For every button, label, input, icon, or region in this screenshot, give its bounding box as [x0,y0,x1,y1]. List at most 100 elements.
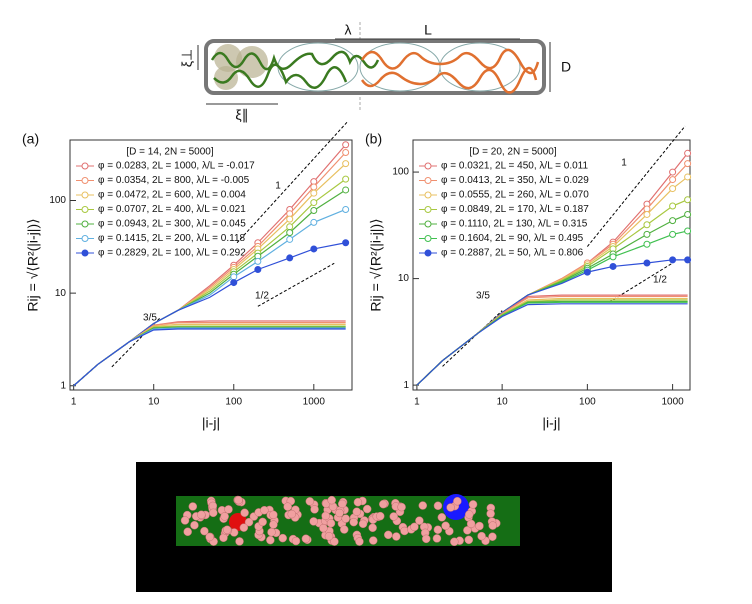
render-bead [330,537,339,546]
render-bead [465,510,474,519]
render-bead [463,526,472,535]
render-bead [235,537,244,546]
data-point [254,257,262,265]
data-point [310,207,318,215]
render-bead [446,503,455,512]
legend-label: φ = 0.0413, 2L = 350, λ/L = 0.029 [441,175,589,186]
data-point [254,265,262,273]
render-bead [441,521,450,531]
x-tick-label: 100 [225,397,242,408]
render-bead [477,531,486,541]
slope-label: 1/2 [255,291,269,302]
data-point [310,183,318,191]
render-bead [205,532,214,542]
series-line [416,295,688,386]
slope-label: 3/5 [476,291,490,302]
data-point [669,230,677,238]
legend-marker [424,191,432,199]
render-bead [208,508,218,518]
render-bead [335,508,344,518]
legend-label: φ = 0.0354, 2L = 800, λ/L = -0.005 [98,175,250,186]
data-point [342,160,350,168]
y-axis-label: Rij = √⟨R²(|i-j|)⟩ [368,218,384,311]
render-bead [321,511,330,521]
slope-label: 1 [621,158,627,169]
chain-green [210,50,380,71]
legend-marker [424,220,432,228]
render-bead [488,532,497,541]
render-bead [190,520,199,530]
label-l: L [424,22,432,38]
data-point [342,175,350,183]
data-point [286,215,294,223]
slope-guide [442,310,503,367]
data-point [286,223,294,231]
render-bead [349,517,358,527]
data-point [684,210,692,218]
render-bead [278,533,287,543]
render-bead [466,519,476,529]
render-bead [309,517,318,526]
render-bead [362,504,372,514]
x-tick-label: 100 [579,397,596,408]
data-point [230,279,238,287]
data-point [310,245,318,253]
render-bead [326,518,336,528]
panel-label: (a) [22,131,39,147]
series-line [73,322,346,387]
slope-label: 3/5 [143,313,157,324]
render-bead [450,537,459,547]
legend-label: φ = 0.2829, 2L = 100, λ/L = 0.292 [98,248,246,259]
data-point [669,185,677,193]
render-bead [319,523,328,533]
render-bead [310,505,319,514]
render-bead [234,495,243,505]
data-point [230,273,238,281]
legend-label: φ = 0.1604, 2L = 90, λ/L = 0.495 [441,233,584,244]
render-bead [433,501,443,510]
render-bead [353,497,363,507]
label-xi-perp: ξ⊥ [179,49,195,67]
legend-label: φ = 0.0849, 2L = 170, λ/L = 0.187 [441,204,589,215]
render-bead [421,534,431,544]
render-bead [352,507,362,516]
data-point [310,199,318,207]
render-bead [468,500,478,509]
x-tick-label: 1 [414,397,420,408]
render-bead [324,532,334,541]
data-point [342,148,350,156]
series-line [73,152,347,387]
render-bead [384,530,393,540]
blob [236,46,268,78]
render-bead [464,535,474,545]
x-tick-label: 10 [148,397,160,408]
legend-marker [424,249,432,257]
legend-marker [424,162,432,170]
plot-frame [412,139,691,391]
series-line [73,326,346,387]
render-bead [486,509,495,518]
render-bead [287,509,297,519]
chart: (b) |i-j| Rij = √⟨R²(|i-j|)⟩ 1 10 100 1000 1 10 1… [365,125,692,431]
data-point [669,217,677,225]
data-point [684,196,692,204]
data-point [286,235,294,243]
data-point [609,262,617,270]
series-line [73,323,346,387]
render-bead [475,521,484,531]
data-point [310,189,318,197]
data-point [643,240,651,248]
render-bead [339,525,349,534]
render-bead [379,499,388,509]
render-bead [337,499,347,509]
legend-label: φ = 0.2887, 2L = 50, λ/L = 0.806 [441,248,584,259]
legend-label: φ = 0.0321, 2L = 450, λ/L = 0.011 [441,161,588,172]
chain-green [213,63,348,89]
series-line [73,328,346,387]
data-point [286,254,294,262]
data-point [342,141,350,149]
legend-marker [81,162,89,170]
render-bead [437,513,447,522]
series-line [73,320,346,387]
